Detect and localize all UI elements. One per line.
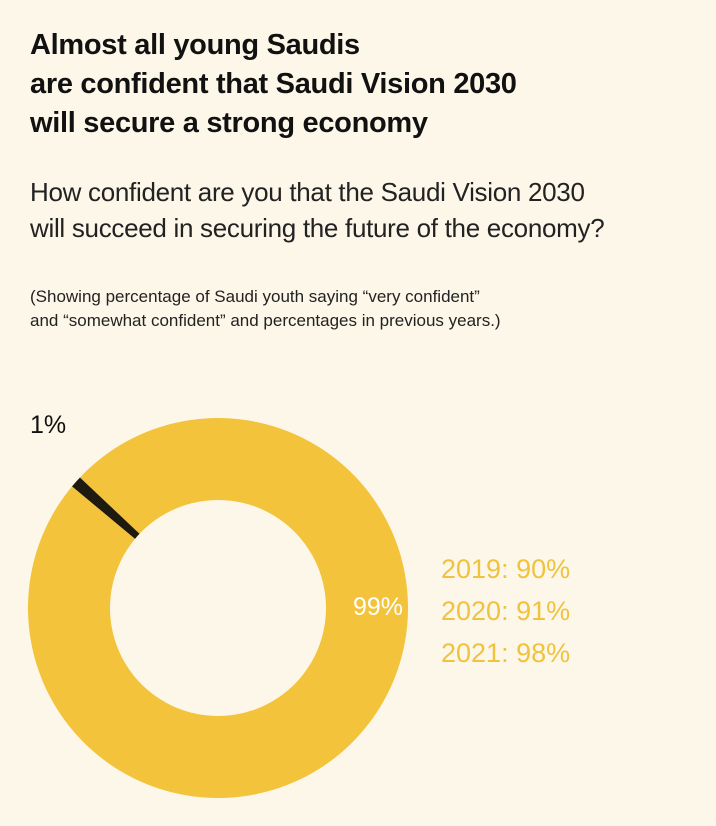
previous-years-list: 2019: 90% 2020: 91% 2021: 98% — [441, 548, 570, 674]
chart-title-line: are confident that Saudi Vision 2030 — [30, 68, 517, 100]
previous-year-item: 2019: 90% — [441, 554, 571, 584]
chart-title-line: Almost all young Saudis — [30, 29, 360, 61]
chart-title: Almost all young Saudis are confident th… — [30, 26, 690, 143]
donut-chart: 99% 1% — [28, 411, 409, 798]
chart-title-line: will secure a strong economy — [30, 107, 428, 139]
slice-label-not-confident: 1% — [30, 411, 66, 439]
chart-question: How confident are you that the Saudi Vis… — [30, 174, 700, 246]
chart-note: (Showing percentage of Saudi youth sayin… — [30, 285, 700, 333]
chart-question-line: How confident are you that the Saudi Vis… — [30, 177, 585, 207]
chart-note-line: and “somewhat confident” and percentages… — [30, 311, 501, 330]
previous-year-item: 2021: 98% — [441, 638, 571, 668]
chart-note-line: (Showing percentage of Saudi youth sayin… — [30, 287, 480, 306]
chart-question-line: will succeed in securing the future of t… — [30, 213, 605, 243]
donut-slice-not-confident — [72, 477, 140, 539]
previous-year-item: 2020: 91% — [441, 596, 571, 626]
donut-slice-confident — [28, 417, 409, 798]
slice-label-confident: 99% — [353, 593, 403, 621]
